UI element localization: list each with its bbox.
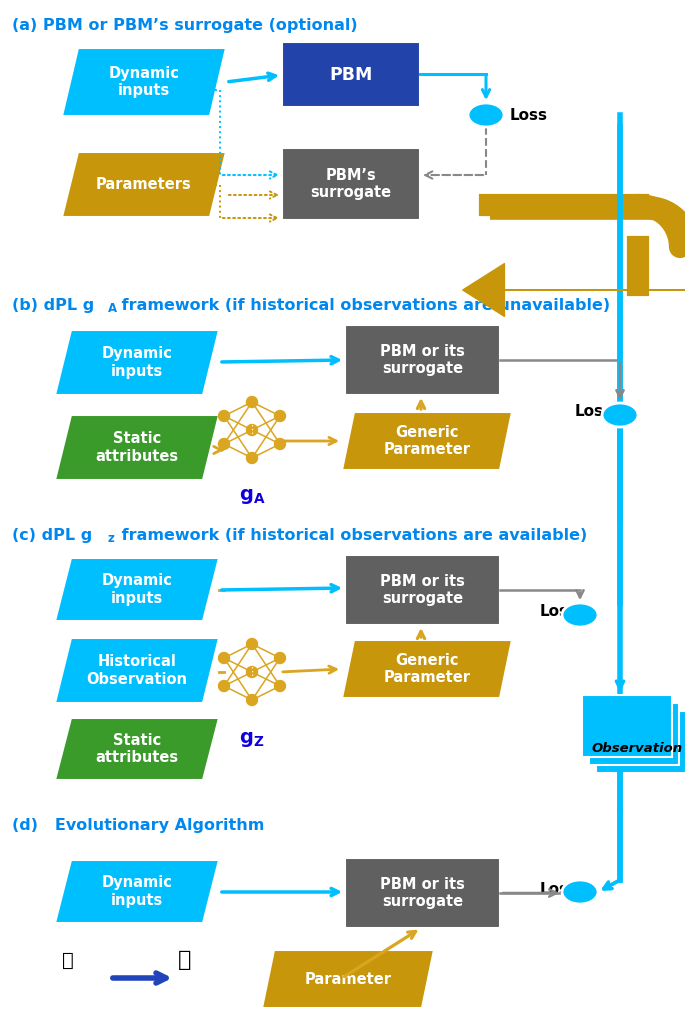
Text: z: z xyxy=(108,532,115,545)
Polygon shape xyxy=(55,330,219,395)
Text: Static
attributes: Static attributes xyxy=(95,733,179,765)
Ellipse shape xyxy=(468,103,504,127)
Text: framework (if historical observations are unavailable): framework (if historical observations ar… xyxy=(116,298,610,313)
Text: framework (if historical observations are available): framework (if historical observations ar… xyxy=(116,528,587,543)
Circle shape xyxy=(247,695,258,705)
Circle shape xyxy=(247,453,258,464)
Text: Loss: Loss xyxy=(575,404,613,420)
Polygon shape xyxy=(55,860,219,923)
Polygon shape xyxy=(62,152,226,217)
Text: Parameter: Parameter xyxy=(305,971,392,987)
Circle shape xyxy=(219,653,229,664)
Text: Static
attributes: Static attributes xyxy=(95,431,179,464)
Circle shape xyxy=(275,410,286,422)
Bar xyxy=(582,695,672,757)
Circle shape xyxy=(275,653,286,664)
Text: Observation: Observation xyxy=(591,741,682,755)
Text: (c) dPL g: (c) dPL g xyxy=(12,528,92,543)
Text: ⋮: ⋮ xyxy=(247,425,258,435)
Bar xyxy=(345,325,500,395)
Circle shape xyxy=(219,680,229,692)
Polygon shape xyxy=(55,638,219,703)
Circle shape xyxy=(275,438,286,450)
Polygon shape xyxy=(55,415,219,480)
Text: $\mathbf{g_A}$: $\mathbf{g_A}$ xyxy=(238,487,265,506)
Text: PBM or its
surrogate: PBM or its surrogate xyxy=(380,876,465,909)
Text: (b) dPL g: (b) dPL g xyxy=(12,298,95,313)
Text: Historical
Observation: Historical Observation xyxy=(86,655,188,687)
Ellipse shape xyxy=(562,603,598,627)
Text: A: A xyxy=(108,302,117,315)
Circle shape xyxy=(247,638,258,650)
Text: Dynamic
inputs: Dynamic inputs xyxy=(101,346,173,378)
Text: ⋮: ⋮ xyxy=(247,667,258,677)
Text: Parameters: Parameters xyxy=(96,177,192,192)
Polygon shape xyxy=(262,950,434,1008)
Polygon shape xyxy=(342,640,512,698)
Bar xyxy=(345,555,500,625)
Ellipse shape xyxy=(562,880,598,904)
Bar xyxy=(282,148,420,220)
Bar xyxy=(589,703,679,765)
Text: Generic
Parameter: Generic Parameter xyxy=(384,653,471,686)
Text: 🚶: 🚶 xyxy=(178,950,191,970)
Text: Dynamic
inputs: Dynamic inputs xyxy=(108,66,179,98)
Text: PBM’s
surrogate: PBM’s surrogate xyxy=(310,168,392,200)
Text: $\mathbf{g_Z}$: $\mathbf{g_Z}$ xyxy=(239,730,264,749)
Text: (a) PBM or PBM’s surrogate (optional): (a) PBM or PBM’s surrogate (optional) xyxy=(12,18,358,33)
Text: Loss: Loss xyxy=(510,107,548,123)
Bar xyxy=(282,42,420,107)
Polygon shape xyxy=(55,558,219,621)
Circle shape xyxy=(247,425,258,435)
Text: Loss: Loss xyxy=(540,604,578,620)
Circle shape xyxy=(219,438,229,450)
Text: Generic
Parameter: Generic Parameter xyxy=(384,425,471,457)
Circle shape xyxy=(247,666,258,677)
Bar xyxy=(345,858,500,928)
Circle shape xyxy=(247,397,258,407)
Polygon shape xyxy=(62,48,226,117)
Text: 🧬: 🧬 xyxy=(62,951,74,969)
Text: PBM: PBM xyxy=(329,66,373,84)
Text: Dynamic
inputs: Dynamic inputs xyxy=(101,573,173,605)
FancyArrowPatch shape xyxy=(463,264,685,317)
Bar xyxy=(596,711,685,773)
Circle shape xyxy=(219,410,229,422)
Polygon shape xyxy=(55,718,219,780)
Polygon shape xyxy=(342,412,512,470)
Circle shape xyxy=(275,680,286,692)
Text: Dynamic
inputs: Dynamic inputs xyxy=(101,875,173,907)
Ellipse shape xyxy=(602,403,638,427)
Text: Loss: Loss xyxy=(540,882,578,897)
Text: PBM or its
surrogate: PBM or its surrogate xyxy=(380,574,465,606)
Text: (d)   Evolutionary Algorithm: (d) Evolutionary Algorithm xyxy=(12,818,264,833)
Text: PBM or its
surrogate: PBM or its surrogate xyxy=(380,343,465,376)
